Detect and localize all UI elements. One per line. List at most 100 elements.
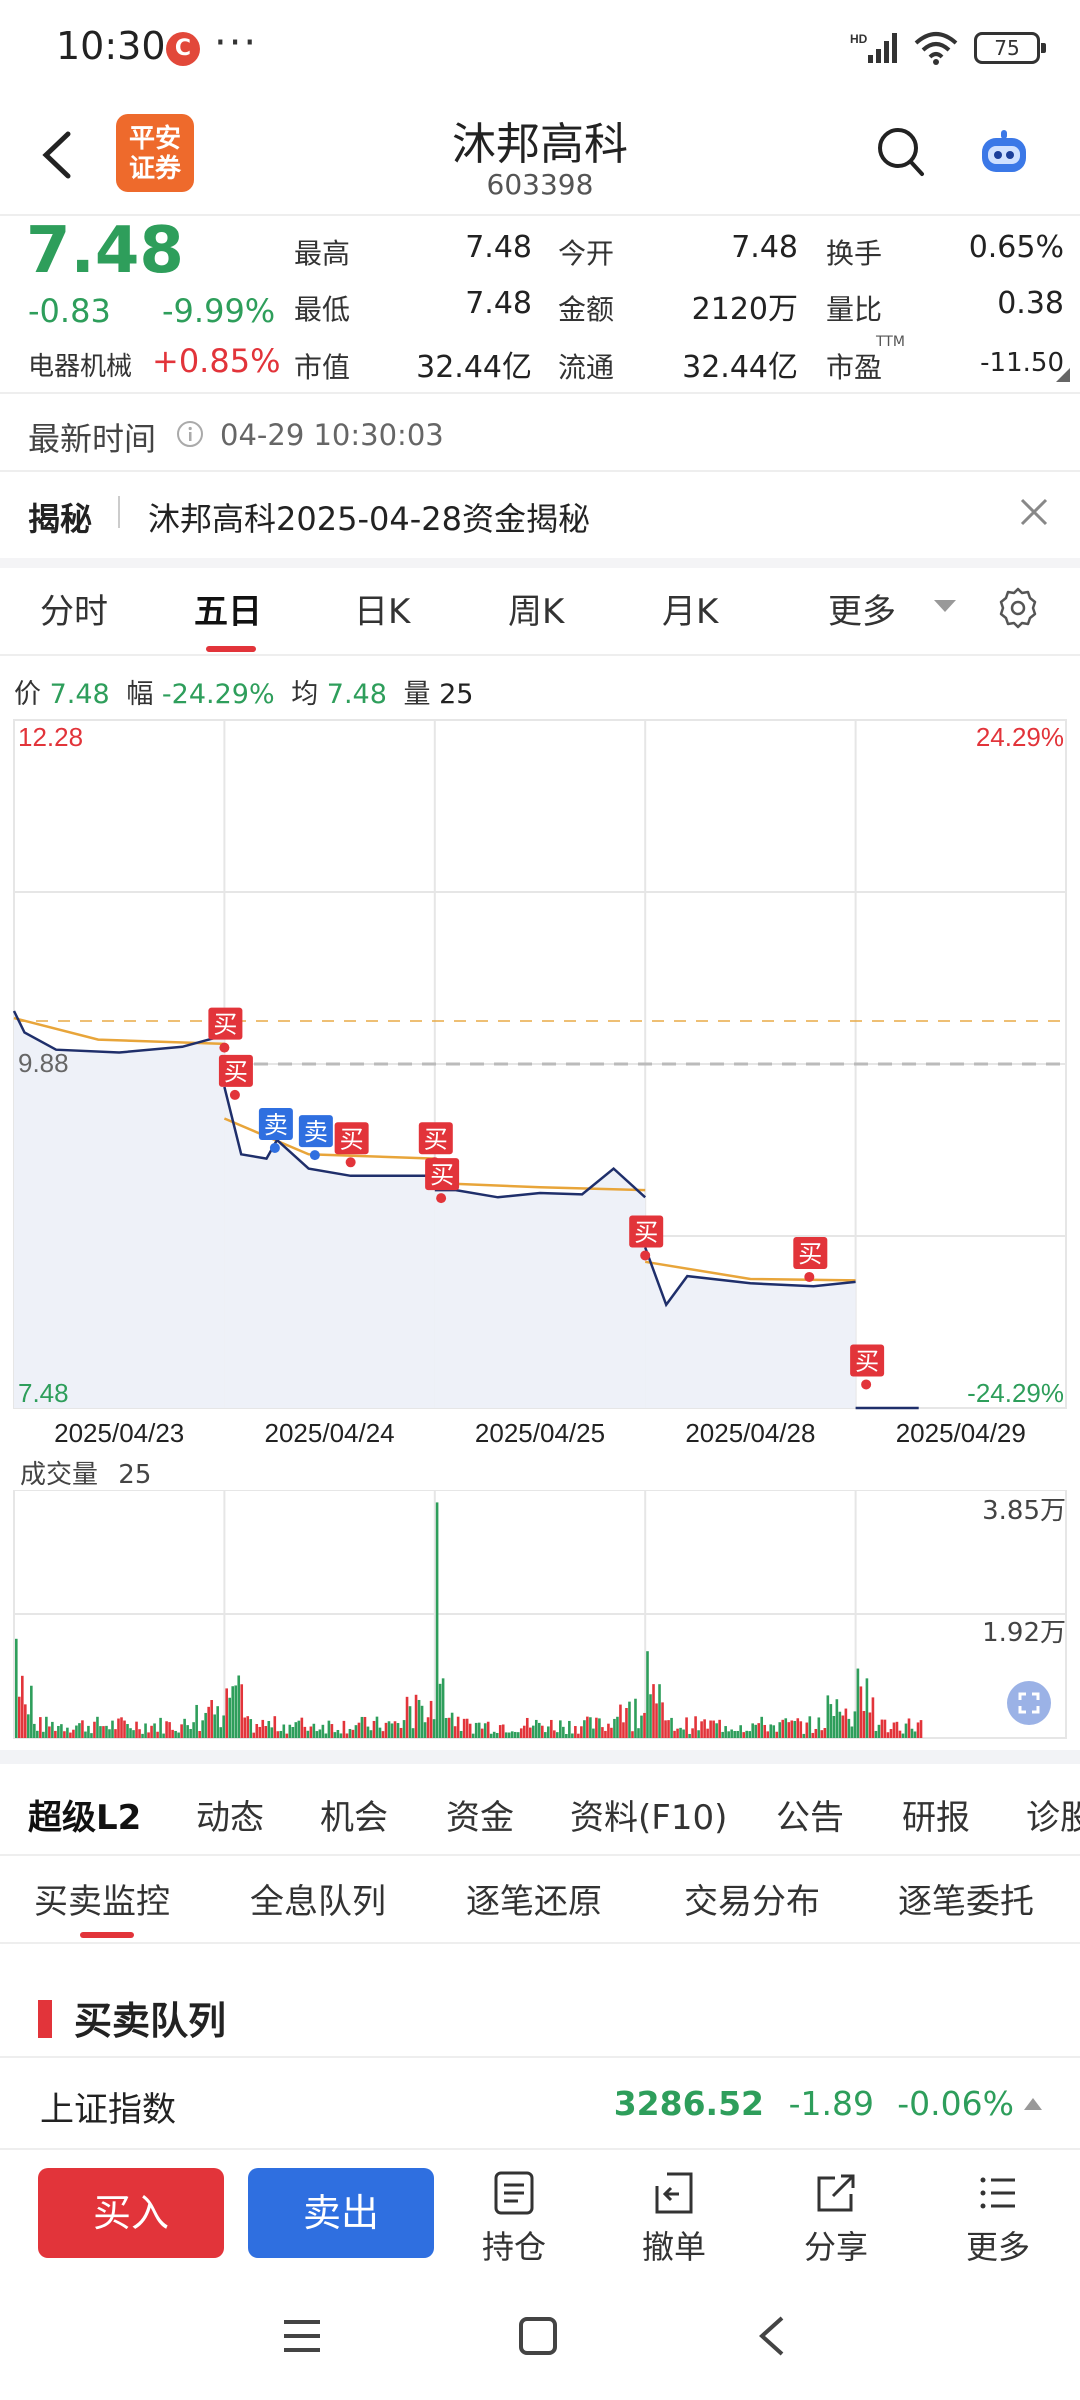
search-icon[interactable] xyxy=(876,126,926,180)
market-cap-value: 32.44亿 xyxy=(416,350,532,385)
volume-bar xyxy=(267,1721,271,1738)
cancel-order-button[interactable]: 撤单 xyxy=(624,2170,724,2268)
subtab-replay[interactable]: 逐笔还原 xyxy=(466,1882,602,1922)
trade-marker-dot xyxy=(640,1250,651,1261)
subtab-queue[interactable]: 全息队列 xyxy=(250,1882,386,1922)
price-change: -0.83 xyxy=(28,292,111,330)
trade-marker-dot xyxy=(269,1142,280,1153)
volume-bar xyxy=(477,1722,481,1738)
tab-opportunity[interactable]: 机会 xyxy=(320,1798,388,1838)
tab-f10[interactable]: 资料(F10) xyxy=(570,1798,728,1838)
chevron-down-icon[interactable] xyxy=(934,600,956,614)
recent-apps-icon[interactable] xyxy=(282,2318,322,2354)
tab-monthly-k[interactable]: 月K xyxy=(662,592,719,632)
robot-assistant-icon[interactable] xyxy=(976,126,1032,182)
volume-bar xyxy=(201,1720,204,1738)
volume-bar xyxy=(622,1722,625,1738)
home-icon[interactable] xyxy=(518,2316,558,2356)
volume-bar xyxy=(547,1726,550,1738)
volume-bar xyxy=(658,1684,661,1738)
volume-bar xyxy=(781,1719,785,1738)
volume-bar xyxy=(712,1720,715,1738)
gear-icon[interactable] xyxy=(996,586,1040,630)
vol-info-label: 量 xyxy=(403,679,431,710)
tab-announcement[interactable]: 公告 xyxy=(776,1798,844,1838)
trade-marker-badge xyxy=(334,1122,369,1155)
more-label: 更多 xyxy=(965,2228,1030,2266)
volume-chart[interactable] xyxy=(0,1490,1080,1744)
sell-button[interactable]: 卖出 xyxy=(248,2168,434,2258)
buy-button[interactable]: 买入 xyxy=(38,2168,224,2258)
tab-news[interactable]: 动态 xyxy=(196,1798,264,1838)
tab-weekly-k[interactable]: 周K xyxy=(508,592,565,632)
volume-bar xyxy=(604,1730,607,1738)
subtab-orders[interactable]: 逐笔委托 xyxy=(898,1882,1034,1922)
volume-bar xyxy=(45,1716,48,1738)
sell-marker-label: 卖 xyxy=(304,1119,328,1146)
expand-corner-icon[interactable] xyxy=(1056,368,1070,382)
volume-bar xyxy=(174,1730,177,1738)
section-gap xyxy=(0,558,1080,568)
trade-marker-dot xyxy=(229,1089,240,1100)
buy-marker-label: 买 xyxy=(424,1126,448,1153)
stock-code: 603398 xyxy=(486,168,594,201)
status-time: 10:30 xyxy=(56,24,166,68)
back-icon[interactable] xyxy=(40,130,74,180)
pe-value: -11.50 xyxy=(980,348,1064,378)
volume-bar xyxy=(775,1731,779,1738)
tab-daily-k[interactable]: 日K xyxy=(354,592,411,632)
index-value: 3286.52 xyxy=(613,2084,764,2123)
tab-research[interactable]: 研报 xyxy=(902,1798,970,1838)
news-text[interactable]: 沐邦高科2025-04-28资金揭秘 xyxy=(148,500,590,538)
float-cap-label: 流通 xyxy=(558,351,615,384)
volume-bar xyxy=(198,1731,201,1738)
trade-marker-badge xyxy=(629,1215,664,1248)
close-icon[interactable] xyxy=(1018,496,1050,528)
tab-diagnosis[interactable]: 诊股 xyxy=(1026,1798,1080,1838)
volume-bar xyxy=(850,1726,854,1738)
volume-bar xyxy=(513,1731,517,1738)
volume-bar xyxy=(874,1730,878,1738)
volume-bar xyxy=(673,1730,676,1738)
volume-bar xyxy=(159,1717,162,1738)
five-day-price-chart[interactable]: 买买卖卖买买买买买买12.289.887.4824.29%-24.29%2025… xyxy=(0,712,1080,1452)
volume-bar xyxy=(288,1724,292,1738)
volume-bar xyxy=(69,1732,72,1738)
volume-bar xyxy=(423,1722,427,1738)
tab-intraday[interactable]: 分时 xyxy=(40,592,108,632)
fullscreen-icon[interactable] xyxy=(1006,1680,1052,1726)
volume-bar xyxy=(640,1715,643,1738)
volume-bar xyxy=(709,1720,712,1738)
tab-more[interactable]: 更多 xyxy=(828,592,896,632)
price-info-value: 7.48 xyxy=(49,679,110,710)
volume-bar xyxy=(96,1716,99,1738)
volume-bar xyxy=(438,1683,442,1738)
volume-bar xyxy=(216,1706,219,1738)
volume-bar xyxy=(249,1719,253,1738)
volume-bar xyxy=(898,1730,902,1738)
volume-bar xyxy=(300,1717,304,1738)
volume-bar xyxy=(832,1716,836,1738)
tab-funds[interactable]: 资金 xyxy=(446,1798,514,1838)
more-button[interactable]: 更多 xyxy=(948,2170,1048,2268)
subtab-distribution[interactable]: 交易分布 xyxy=(684,1882,820,1922)
volume-bar xyxy=(351,1729,355,1738)
positions-button[interactable]: 持仓 xyxy=(464,2170,564,2268)
volume-bar xyxy=(327,1720,331,1738)
status-bar: 10:30 C ··· HD 75 xyxy=(0,0,1080,96)
subtab-trade-monitor[interactable]: 买卖监控 xyxy=(34,1882,170,1922)
stock-name: 沐邦高科 xyxy=(452,119,628,170)
price-change-pct: -9.99% xyxy=(162,292,276,330)
back-nav-icon[interactable] xyxy=(756,2314,786,2358)
volume-bar xyxy=(661,1702,664,1738)
volume-bar xyxy=(694,1716,697,1738)
volume-bar xyxy=(784,1718,788,1738)
tab-super-l2[interactable]: 超级L2 xyxy=(28,1798,142,1838)
info-icon[interactable] xyxy=(176,420,204,448)
volume-bar xyxy=(760,1716,764,1738)
expand-up-icon[interactable] xyxy=(1024,2098,1042,2110)
tab-five-day[interactable]: 五日 xyxy=(194,592,262,632)
volume-axis-top: 3.85万 xyxy=(982,1496,1066,1526)
low-value: 7.48 xyxy=(465,286,532,321)
share-button[interactable]: 分享 xyxy=(786,2170,886,2268)
